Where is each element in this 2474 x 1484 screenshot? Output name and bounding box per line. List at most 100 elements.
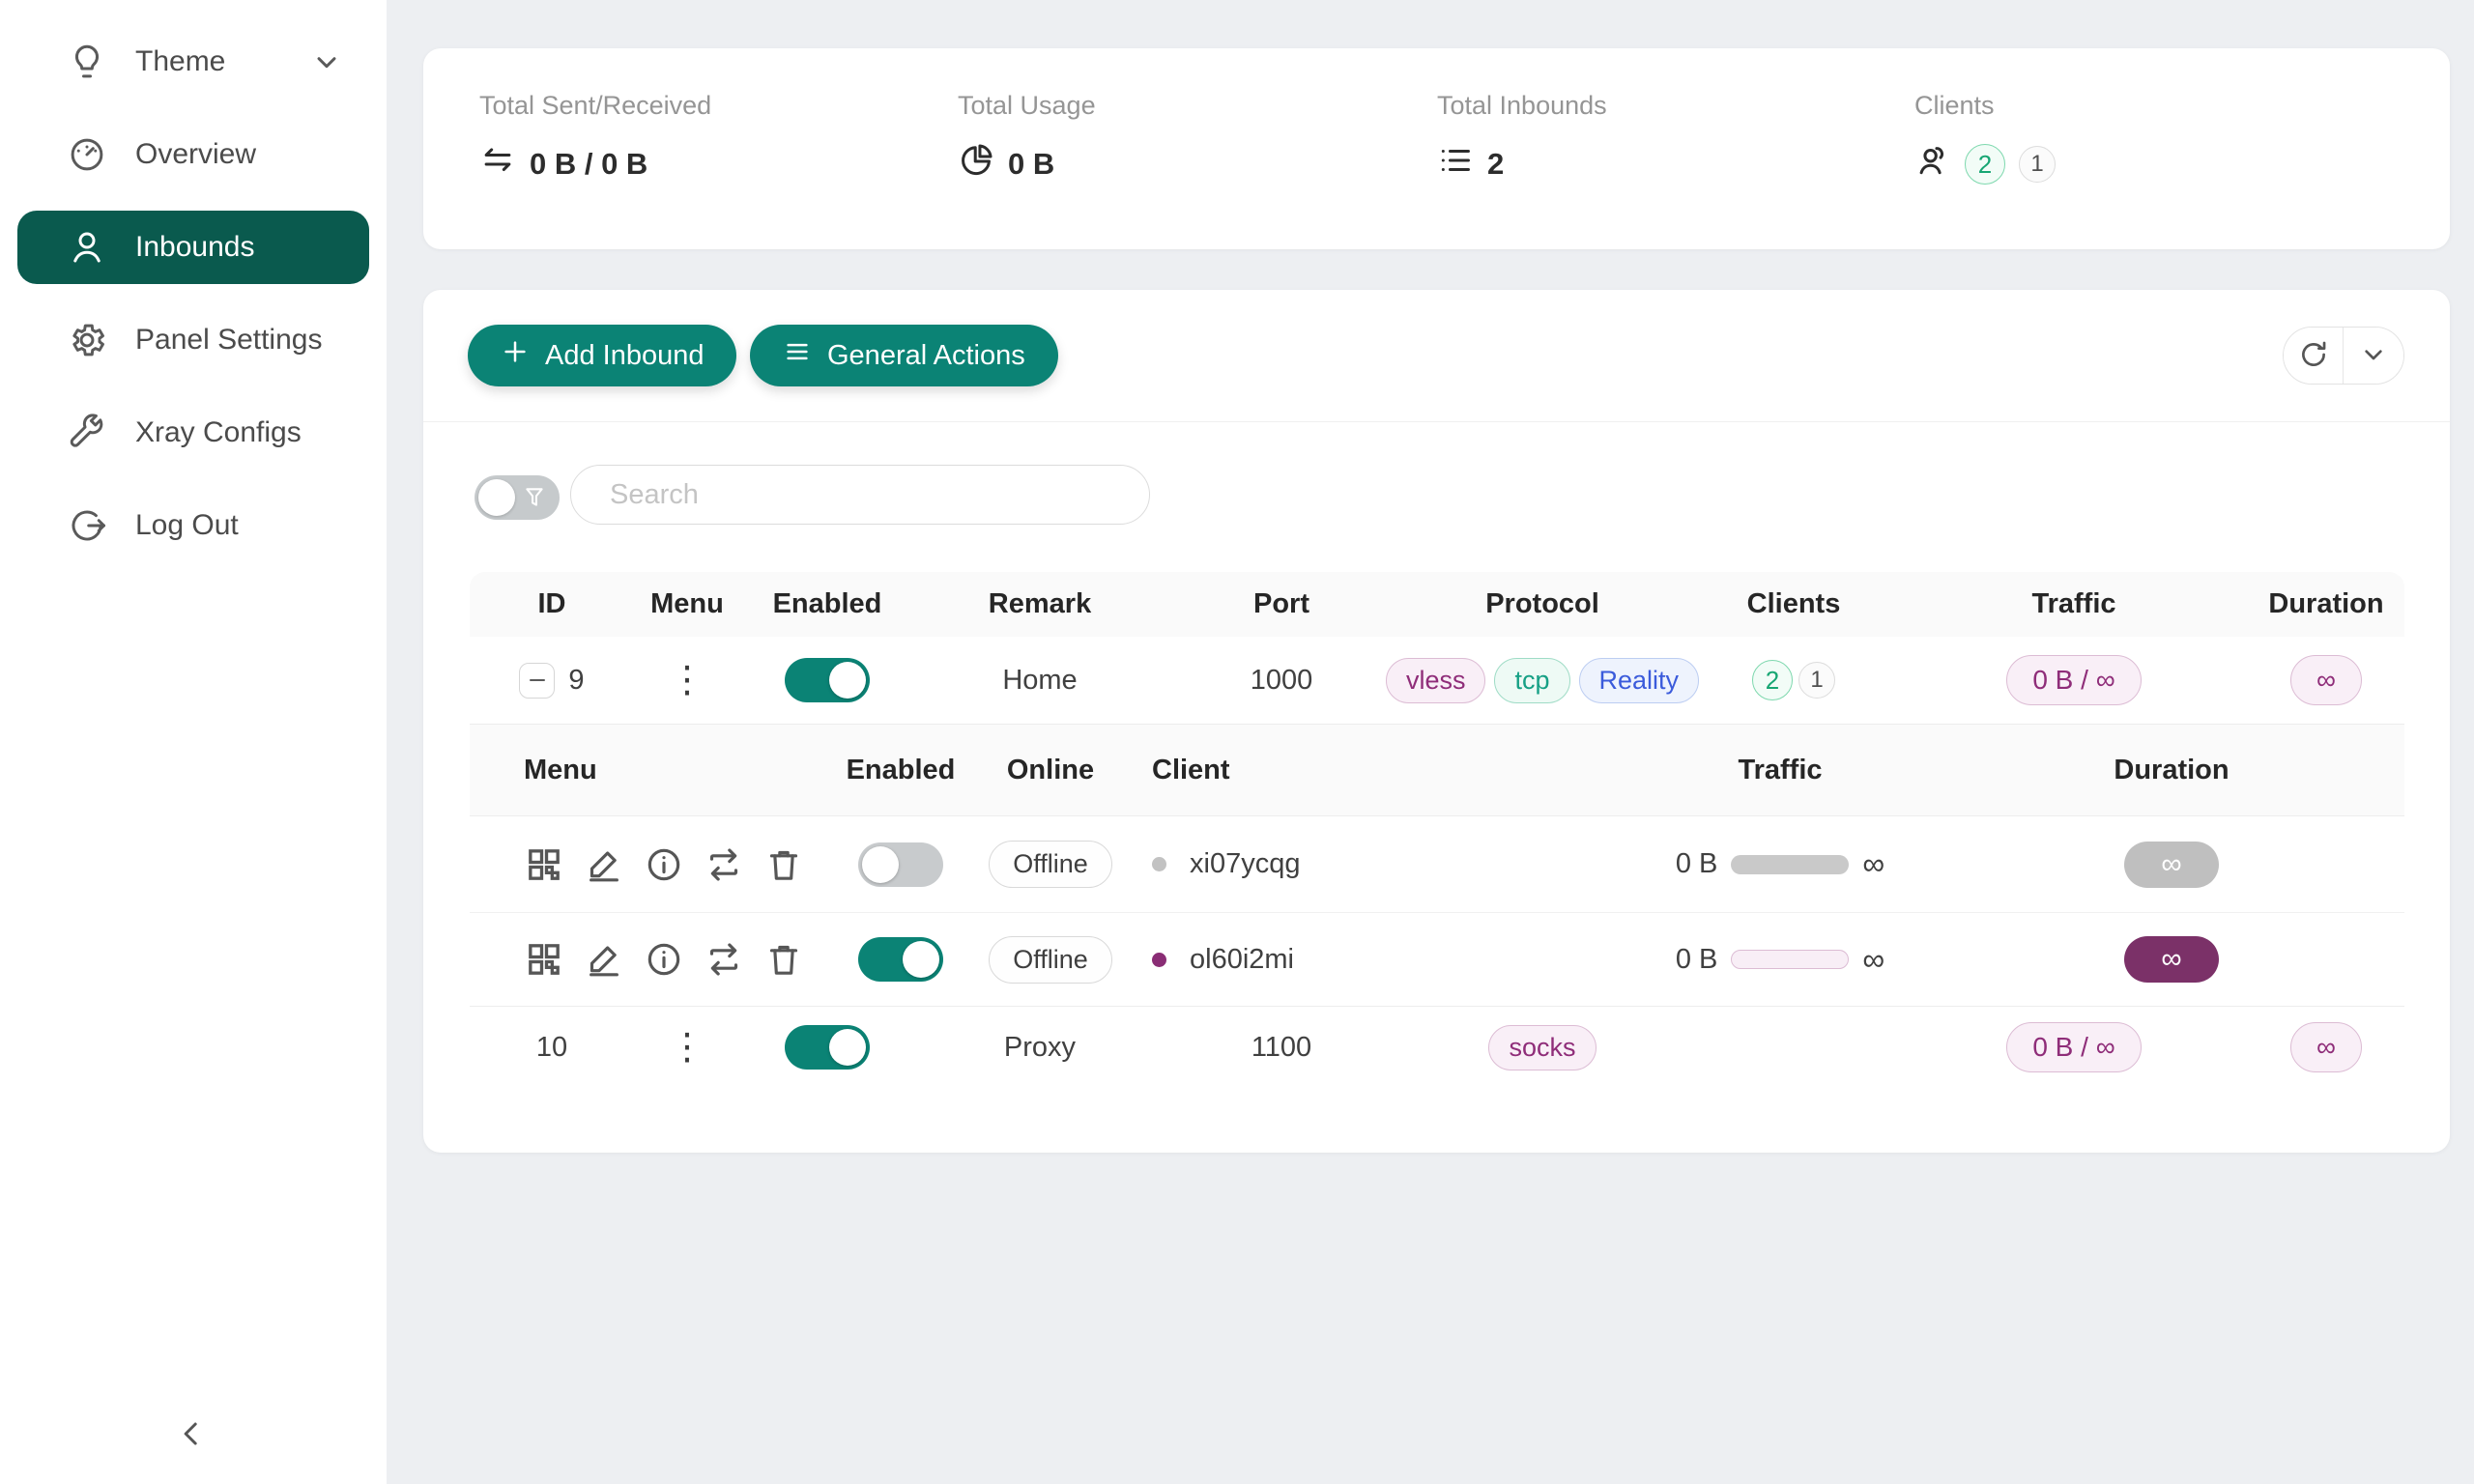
logout-icon [66, 504, 108, 547]
traffic-limit: ∞ [1862, 941, 1885, 977]
toolbar-divider [423, 421, 2450, 422]
toggle-knob [829, 662, 866, 699]
sidebar-item-label: Inbounds [135, 231, 255, 263]
qr-code-icon[interactable] [524, 939, 564, 980]
chevron-down-icon [311, 46, 342, 77]
delete-icon[interactable] [763, 939, 804, 980]
toggle-knob [903, 941, 939, 978]
gear-icon [66, 319, 108, 361]
clients-online-badge: 2 [1965, 144, 2005, 185]
toggle-knob [862, 845, 899, 883]
col-header-enabled: Enabled [772, 588, 882, 619]
sidebar-item-label: Xray Configs [135, 416, 302, 448]
team-icon [1914, 142, 1951, 186]
refresh-split-button [2283, 327, 2404, 385]
sidebar-item-label: Log Out [135, 509, 239, 541]
sidebar-collapse-button[interactable] [166, 1411, 216, 1461]
info-icon[interactable] [644, 844, 684, 885]
inbound-enabled-toggle[interactable] [785, 658, 870, 702]
inbound-port: 1000 [1250, 664, 1313, 696]
toggle-knob [478, 479, 515, 516]
client-color-dot [1152, 952, 1166, 967]
refresh-button[interactable] [2284, 328, 2344, 384]
inbound-row-10: 10 ⋮ Proxy 1100 socks 0 B / ∞ ∞ [470, 1007, 2404, 1088]
col-header-protocol: Protocol [1485, 588, 1599, 619]
reset-traffic-icon[interactable] [704, 844, 744, 885]
sidebar-item-theme[interactable]: Theme [17, 25, 369, 99]
inbound-remark: Home [1002, 664, 1078, 696]
sidebar-item-inbounds[interactable]: Inbounds [17, 211, 369, 284]
filter-toggle[interactable] [475, 475, 560, 520]
col-header-menu: Menu [650, 588, 724, 619]
sidebar-item-overview[interactable]: Overview [17, 118, 369, 191]
stat-total-usage: Total Usage 0 B [958, 91, 1096, 186]
client-row: Offline ol60i2mi 0 B ∞ ∞ [470, 913, 2404, 1007]
stat-total-sent-received: Total Sent/Received 0 B / 0 B [479, 91, 711, 186]
sidebar-item-log-out[interactable]: Log Out [17, 489, 369, 562]
client-name: xi07ycqg [1190, 848, 1301, 879]
gauge-icon [66, 133, 108, 176]
sidebar-item-label: Overview [135, 138, 257, 170]
qr-code-icon[interactable] [524, 844, 564, 885]
online-status-badge: Offline [989, 841, 1112, 888]
sidebar-item-panel-settings[interactable]: Panel Settings [17, 303, 369, 377]
delete-icon[interactable] [763, 844, 804, 885]
menu-lines-icon [783, 337, 812, 374]
stat-label: Total Usage [958, 91, 1096, 120]
edit-icon[interactable] [584, 939, 624, 980]
protocol-tag: vless [1385, 657, 1486, 703]
pie-chart-icon [958, 142, 994, 186]
refresh-icon [2297, 338, 2330, 374]
inbound-port: 1100 [1251, 1031, 1312, 1063]
search-input[interactable] [570, 465, 1150, 525]
plus-icon [501, 337, 530, 374]
sidebar-item-xray-configs[interactable]: Xray Configs [17, 396, 369, 470]
transfer-icon [479, 142, 516, 186]
edit-icon[interactable] [584, 844, 624, 885]
refresh-dropdown-button[interactable] [2344, 328, 2403, 384]
wrench-icon [66, 412, 108, 454]
list-icon [1437, 142, 1474, 186]
traffic-used: 0 B [1675, 848, 1718, 879]
sidebar-item-label: Theme [135, 45, 226, 77]
sidebar-item-label: Panel Settings [135, 324, 323, 356]
row-menu-button[interactable]: ⋮ [669, 660, 705, 700]
filter-funnel-icon [522, 485, 547, 515]
client-enabled-toggle[interactable] [858, 842, 943, 887]
toggle-knob [829, 1029, 866, 1066]
protocol-tag: Reality [1578, 657, 1700, 703]
duration-pill: ∞ [2290, 1022, 2362, 1072]
inbound-enabled-toggle[interactable] [785, 1025, 870, 1070]
general-actions-button[interactable]: General Actions [750, 325, 1058, 386]
inbound-id: 9 [568, 664, 585, 696]
sidebar: Theme Overview Inbounds Panel Settings [0, 0, 387, 1484]
online-status-badge: Offline [989, 935, 1112, 984]
client-enabled-toggle[interactable] [858, 937, 943, 982]
inbound-row-9: 9 ⋮ Home 1000 vless tcp Reality 2 1 0 B … [470, 637, 2404, 725]
subcol-header-traffic: Traffic [1738, 754, 1823, 785]
info-icon[interactable] [644, 939, 684, 980]
row-menu-button[interactable]: ⋮ [669, 1027, 705, 1068]
traffic-bar [1731, 854, 1850, 874]
reset-traffic-icon[interactable] [704, 939, 744, 980]
stat-total-inbounds: Total Inbounds 2 [1437, 91, 1607, 186]
stat-value: 2 [1487, 147, 1505, 181]
duration-pill: ∞ [2124, 936, 2219, 983]
general-actions-label: General Actions [827, 339, 1025, 371]
bulb-icon [66, 41, 108, 83]
add-inbound-button[interactable]: Add Inbound [468, 325, 737, 386]
inbound-remark: Proxy [1003, 1031, 1077, 1063]
col-header-clients: Clients [1746, 588, 1841, 619]
inbounds-table: ID Menu Enabled Remark Port Protocol Cli… [470, 572, 2404, 1088]
clients-online-badge: 2 [1752, 660, 1793, 700]
stat-clients: Clients 2 1 [1914, 91, 2056, 186]
chevron-down-icon [2358, 339, 2389, 373]
stat-value: 0 B / 0 B [530, 147, 648, 181]
stat-label: Clients [1914, 91, 1995, 120]
traffic-bar [1731, 950, 1850, 969]
collapse-row-button[interactable] [519, 662, 556, 699]
subcol-header-online: Online [1006, 754, 1095, 785]
stat-label: Total Inbounds [1437, 91, 1607, 120]
client-row: Offline xi07ycqg 0 B ∞ ∞ [470, 816, 2404, 913]
